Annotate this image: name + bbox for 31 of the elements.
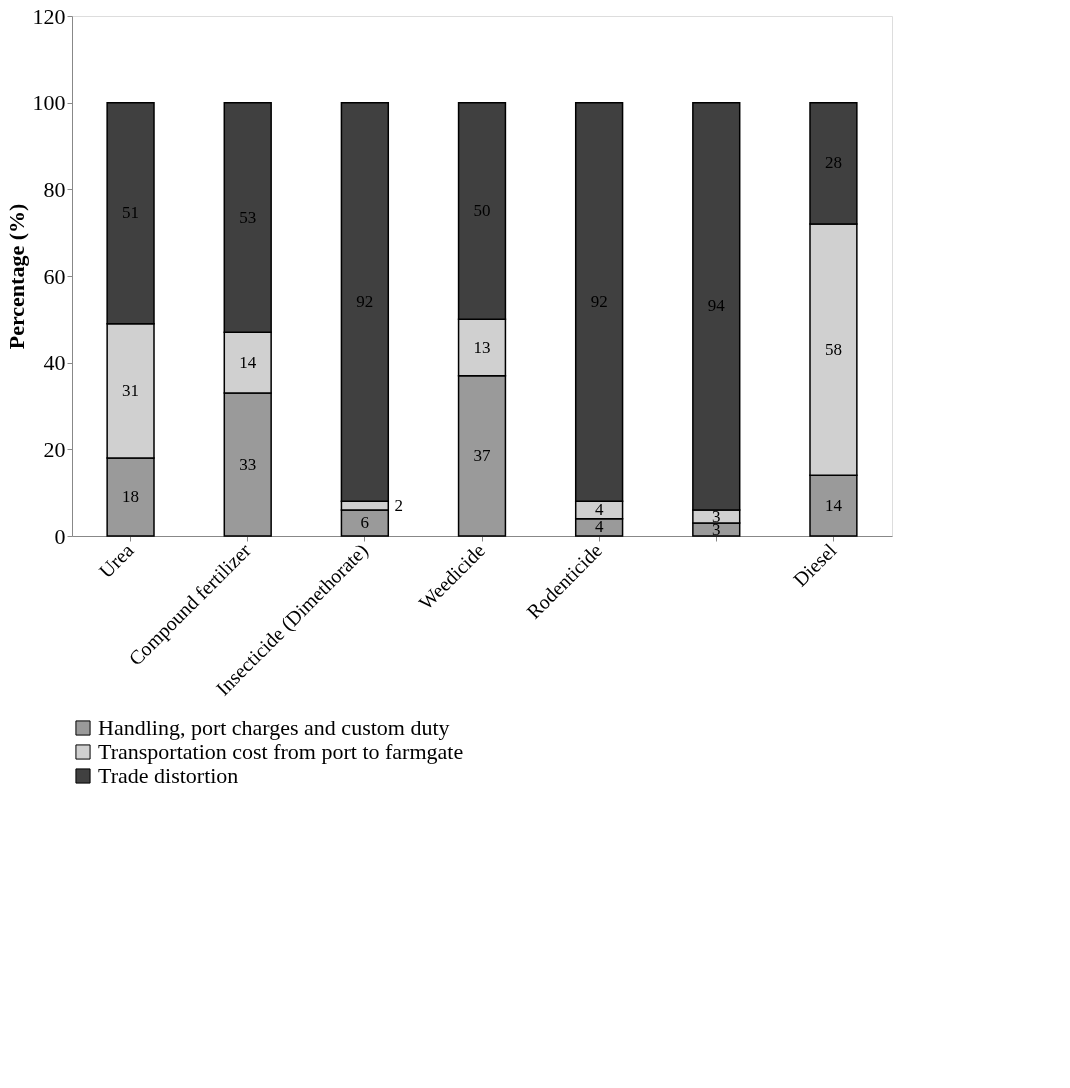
data-label: 50 <box>473 201 491 220</box>
data-label: 58 <box>824 339 842 359</box>
y-tick-label: 100 <box>32 90 66 116</box>
data-label: 94 <box>707 296 726 316</box>
y-axis-title: Percentage (%) <box>3 203 29 350</box>
y-tick-label: 40 <box>43 350 66 376</box>
data-label: 31 <box>122 380 140 400</box>
y-tick-label: 120 <box>32 3 66 29</box>
data-label: 33 <box>239 454 257 474</box>
y-tick-label: 60 <box>43 263 66 289</box>
data-label: 4 <box>594 500 604 519</box>
data-label: 18 <box>122 487 140 506</box>
legend-label: Transportation cost from port to farmgate <box>98 739 464 764</box>
annotation: 2 <box>394 495 404 515</box>
x-tick-label: Urea <box>94 538 138 583</box>
y-tick-label: 20 <box>43 436 66 462</box>
legend-label: Trade distortion <box>98 763 239 788</box>
data-label: 92 <box>590 292 608 311</box>
y-tick-label: 80 <box>43 176 66 202</box>
data-label: 14 <box>824 495 843 515</box>
data-label: 37 <box>473 445 491 465</box>
data-label: 53 <box>239 207 257 227</box>
y-tick-label: 0 <box>54 523 66 549</box>
data-label: 4 <box>594 517 604 537</box>
data-label: 92 <box>356 292 374 311</box>
data-label: 13 <box>473 337 491 357</box>
data-label: 28 <box>824 153 842 173</box>
data-label: 6 <box>360 513 370 532</box>
legend-label: Handling, port charges and custom duty <box>98 715 450 740</box>
data-label: 51 <box>122 203 140 223</box>
data-label: 14 <box>239 352 257 372</box>
